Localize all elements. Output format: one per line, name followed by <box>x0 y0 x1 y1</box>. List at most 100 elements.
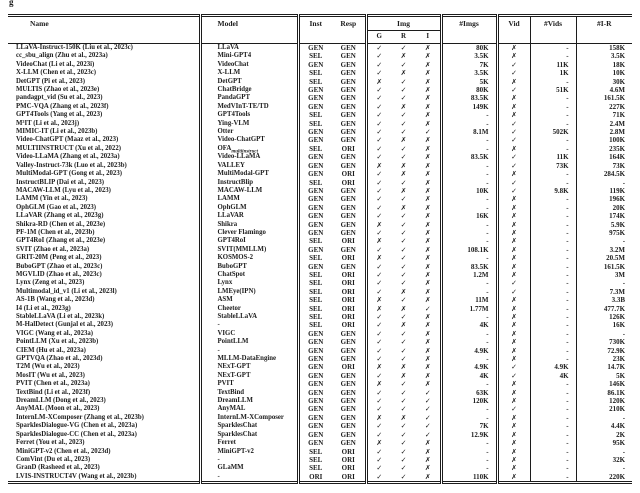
dataset-name-cell: BuboGPT (Zhao et al., 2023c) <box>16 262 103 270</box>
num-instruction-response-cell: 146K <box>575 380 633 389</box>
model-name: SVIT(MMLLM) <box>217 245 267 253</box>
img-generated-mark: ✓ <box>364 329 391 339</box>
video-mark: ✓ <box>495 60 531 70</box>
num-videos-cell: - <box>529 77 577 87</box>
model-name-cell: DreamLLM <box>198 397 298 406</box>
img-generated-mark: ✓ <box>364 371 391 381</box>
inst-cell: GEN <box>296 212 332 221</box>
col-header-model: Model <box>198 15 298 44</box>
dataset-name-cell: MULTIINSTRUCT (Xu et al., 2022) <box>16 144 121 152</box>
num-videos-cell: - <box>529 455 577 465</box>
video-mark: ✗ <box>495 430 531 440</box>
img-retrieved-mark: ✗ <box>400 161 407 170</box>
img-interleaved-mark: ✗ <box>424 329 431 338</box>
num-videos-cell: 51K <box>529 86 577 95</box>
img-interleaved-mark: ✗ <box>424 170 431 179</box>
img-generated-mark: ✓ <box>364 338 391 347</box>
col-header-imgs: #Imgs <box>439 15 498 44</box>
inst-cell: SEL <box>296 287 332 297</box>
img-retrieved-mark: ✓ <box>400 313 407 321</box>
video-mark: ✓ <box>495 161 531 171</box>
dataset-name-cell: GPT4RoI (Zhang et al., 2023e) <box>16 237 106 245</box>
dataset-name-cell: Video-ChatGPT (Maaz et al., 2023) <box>16 136 119 144</box>
model-name: SparklesChat <box>217 430 258 438</box>
video-mark: ✗ <box>495 447 531 456</box>
model-name-cell: VIGC <box>198 329 298 339</box>
num-instruction-response-cell: 100K <box>575 136 633 145</box>
model-name: Mini-GPT4 <box>217 52 252 60</box>
num-instruction-response-cell: 3.2M <box>575 245 633 255</box>
img-interleaved-mark: ✗ <box>424 186 431 195</box>
img-retrieved-mark: ✗ <box>400 102 407 111</box>
video-mark: ✗ <box>495 212 531 221</box>
num-images-cell: 3.5K <box>439 52 498 61</box>
resp-cell: GEN <box>340 380 356 389</box>
num-images-cell: 7K <box>439 422 498 431</box>
resp-cell: GEN <box>340 220 356 229</box>
model-name: - <box>217 321 220 329</box>
img-generated-mark: ✓ <box>364 279 391 288</box>
table-row: InstructBLIP (Dai et al., 2023) Instruct… <box>8 178 633 187</box>
col-header-vids: #Vids <box>529 15 577 44</box>
num-instruction-response-cell: 975K <box>575 228 633 238</box>
model-name: NExT-GPT <box>217 363 251 371</box>
model-name-cell: PandaGPT <box>198 94 298 103</box>
img-generated-mark: ✓ <box>364 321 391 330</box>
inst-cell: GEN <box>296 338 332 347</box>
img-interleaved-mark: ✓ <box>424 430 431 439</box>
col-header-img-r: R <box>400 32 407 40</box>
dataset-name-cell: pandagpt_vid (Su et al., 2023) <box>16 94 103 102</box>
table-row: CIEM (Hu et al., 2023a) - GEN GEN ✓ ✓ ✗ … <box>8 346 633 356</box>
num-images-cell: - <box>439 447 498 456</box>
num-instruction-response-cell: 2K <box>575 430 633 440</box>
img-interleaved-mark: ✗ <box>424 86 431 95</box>
img-generated-mark: ✓ <box>364 178 391 187</box>
resp-cell: GEN <box>340 136 356 145</box>
video-mark: ✓ <box>495 128 531 137</box>
inst-cell: SEL <box>296 77 332 87</box>
num-images-cell: - <box>439 279 498 288</box>
num-images-cell: 63K <box>439 388 498 398</box>
num-images-cell: 4.9K <box>439 346 498 356</box>
model-name-cell: InternLM-XComposer <box>198 413 298 423</box>
video-mark: ✗ <box>495 388 531 398</box>
img-interleaved-mark: ✗ <box>424 195 431 204</box>
img-retrieved-mark: ✓ <box>400 245 407 254</box>
dataset-name-cell: GranD (Rasheed et al., 2023) <box>16 464 100 472</box>
video-mark: ✗ <box>495 220 531 229</box>
model-name-cell: Video-ChatGPT <box>198 136 298 145</box>
img-interleaved-mark: ✗ <box>424 472 431 481</box>
table-row: pandagpt_vid (Su et al., 2023) PandaGPT … <box>8 94 633 103</box>
img-generated-mark: ✓ <box>364 313 391 322</box>
model-name-cell: LLaVA <box>198 43 298 53</box>
inst-cell: GEN <box>296 203 332 213</box>
model-name: TextBind <box>217 388 245 396</box>
img-interleaved-mark: ✗ <box>424 270 431 279</box>
dataset-name-cell: SparklesDialogue-VG (Chen et al., 2023a) <box>16 422 138 430</box>
img-generated-mark: ✓ <box>364 136 391 145</box>
dataset-name-cell: GPTVQA (Zhao et al., 2023d) <box>16 355 103 363</box>
video-mark: ✗ <box>495 380 531 389</box>
num-instruction-response-cell: 730K <box>575 338 633 347</box>
video-mark: ✗ <box>495 321 531 330</box>
num-videos-cell: 73K <box>529 161 577 171</box>
resp-cell: GEN <box>340 94 356 103</box>
img-generated-mark: ✗ <box>364 363 391 372</box>
num-instruction-response-cell: 164K <box>575 153 633 162</box>
num-images-cell: - <box>439 119 498 129</box>
num-videos-cell: 4K <box>529 371 577 381</box>
inst-cell: SEL <box>296 254 332 263</box>
resp-cell: ORI <box>341 321 355 330</box>
img-retrieved-mark: ✓ <box>400 338 407 347</box>
dataset-name-cell: PointLLM (Xu et al., 2023b) <box>16 338 99 346</box>
model-name-cell: StableLLaVA <box>198 313 298 322</box>
img-generated-mark: ✗ <box>364 413 391 423</box>
table-row: MosIT (Wu et al., 2023) NExT-GPT GEN GEN… <box>8 371 633 381</box>
num-instruction-response-cell: - <box>575 237 633 246</box>
video-mark: ✗ <box>495 355 531 364</box>
dataset-name-cell: LVIS-INSTRUCT4V (Wang et al., 2023b) <box>16 472 137 480</box>
num-instruction-response-cell: - <box>575 464 633 473</box>
img-interleaved-mark: ✗ <box>424 144 431 153</box>
model-name-cell: ChatBridge <box>198 86 298 95</box>
num-images-cell: - <box>439 170 498 179</box>
